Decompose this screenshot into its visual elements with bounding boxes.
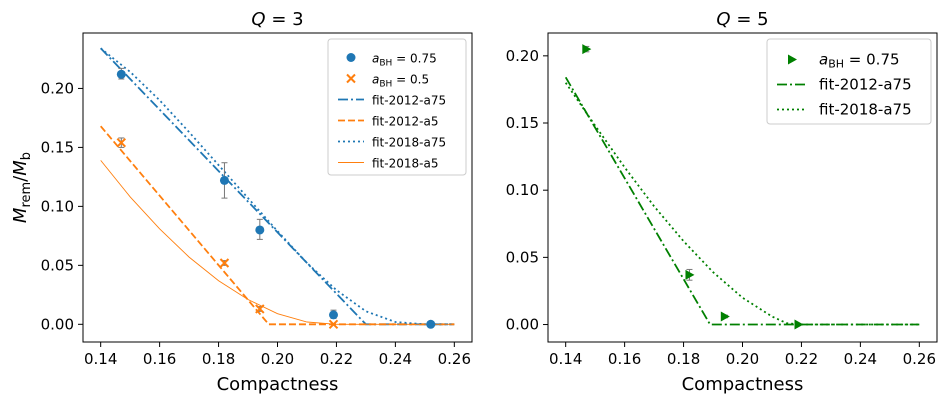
fit-lines — [564, 76, 920, 326]
legend-label: fit-2012-a75 — [372, 94, 446, 108]
y-tick-label: 0.15 — [41, 138, 74, 156]
point-triangle — [720, 311, 730, 322]
legend-label: fit-2018-a5 — [372, 157, 438, 171]
point-triangle — [582, 44, 592, 55]
legend-label: aBH = 0.5 — [372, 73, 429, 90]
legend-label: fit-2012-a75 — [819, 76, 912, 94]
y-tick-label: 0.00 — [506, 316, 539, 334]
y-tick-label: 0.20 — [506, 47, 539, 65]
point-triangle — [794, 319, 804, 330]
scatter-points — [116, 67, 436, 330]
y-tick-label: 0.00 — [41, 315, 74, 333]
y-axis-label: Mrem/Mb — [10, 152, 34, 223]
x-tick-label: 0.20 — [726, 350, 759, 368]
x-tick-label: 0.24 — [844, 350, 877, 368]
legend-marker-circle — [346, 53, 356, 62]
legend-box — [766, 38, 932, 125]
point-circle — [219, 175, 229, 185]
chart-panel-1: 0.14 0.16 0.18 0.20 0.22 0.24 0.26 0.00 0.05 0.10… — [10, 9, 473, 395]
x-tick-label: 0.18 — [202, 350, 235, 368]
point-circle — [116, 69, 126, 79]
x-axis-label: Compactness — [217, 374, 339, 395]
x-tick-label: 0.18 — [667, 350, 700, 368]
x-tick-label: 0.24 — [379, 350, 412, 368]
legend-label: fit-2012-a5 — [372, 115, 438, 129]
x-tick-label: 0.26 — [903, 350, 936, 368]
chart-title: Q = 5 — [716, 9, 768, 30]
legend-label: fit-2018-a75 — [372, 136, 446, 150]
line-fit-2018-a75 — [564, 82, 920, 326]
line-fit-2018-a5 — [100, 160, 455, 325]
x-tick-label: 0.14 — [84, 350, 117, 368]
y-tick-label: 0.20 — [41, 79, 74, 97]
point-x — [116, 137, 127, 148]
x-tick-label: 0.16 — [143, 350, 176, 368]
x-tick-label: 0.14 — [549, 350, 582, 368]
point-x — [255, 304, 265, 314]
legend: aBH = 0.75 fit-2012-a75 fit-2018-a75 — [766, 38, 932, 125]
y-tick-label: 0.05 — [41, 256, 74, 274]
y-tick-label: 0.15 — [506, 114, 539, 132]
point-circle — [426, 319, 436, 329]
point-circle — [255, 225, 265, 235]
plot-frame — [82, 32, 473, 343]
y-tick-label: 0.10 — [506, 181, 539, 199]
plot-frame — [547, 32, 938, 343]
point-x — [328, 319, 339, 330]
x-tick-label: 0.22 — [320, 350, 353, 368]
legend-label: fit-2018-a75 — [819, 101, 912, 119]
x-tick-label: 0.16 — [608, 350, 641, 368]
x-axis-label: Compactness — [682, 374, 804, 395]
point-circle — [328, 310, 338, 320]
line-fit-2012-a75 — [564, 76, 920, 326]
legend: aBH = 0.75 aBH = 0.5 fit-2012-a75 fit-2012-… — [327, 38, 467, 176]
line-fit-2018-a75 — [100, 47, 455, 326]
point-x — [219, 258, 230, 268]
chart-title: Q = 3 — [251, 9, 303, 30]
legend-label: aBH = 0.75 — [372, 52, 437, 69]
fit-lines — [100, 47, 455, 326]
legend-label: aBH = 0.75 — [819, 51, 900, 71]
x-tick-label: 0.26 — [438, 350, 471, 368]
chart-panel-2: 0.14 0.16 0.18 0.20 0.22 0.24 0.26 0.00 0.05 0.10… — [506, 9, 938, 395]
x-tick-label: 0.20 — [261, 350, 294, 368]
x-tick-label: 0.22 — [785, 350, 818, 368]
legend-box — [327, 38, 467, 176]
y-tick-label: 0.05 — [506, 248, 539, 266]
y-tick-label: 0.10 — [41, 197, 74, 215]
legend-marker-triangle — [788, 54, 797, 65]
legend-marker-x — [346, 73, 356, 84]
point-triangle — [685, 269, 695, 280]
scatter-points — [582, 44, 804, 330]
